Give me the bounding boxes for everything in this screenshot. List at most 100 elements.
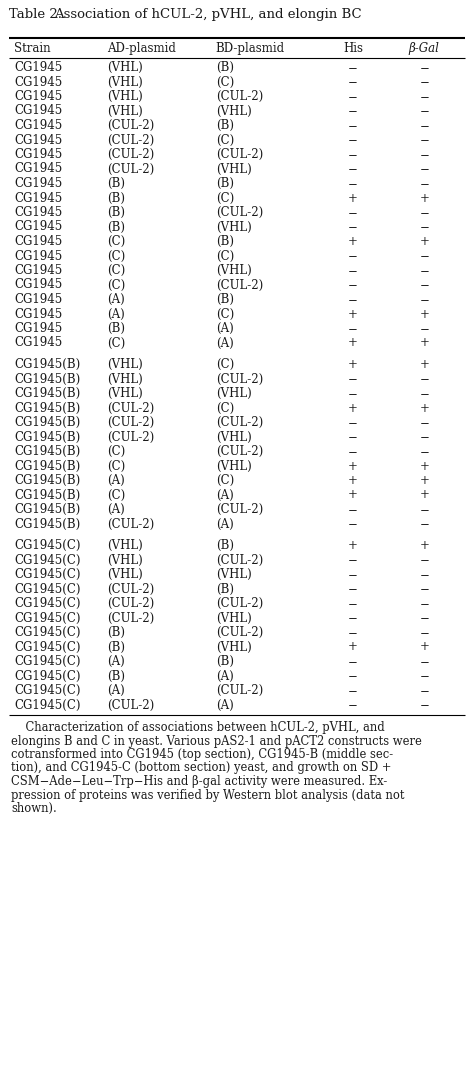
Text: tion), and CG1945-C (bottom section) yeast, and growth on SD +: tion), and CG1945-C (bottom section) yea… xyxy=(11,761,392,774)
Text: Strain: Strain xyxy=(14,42,51,55)
Text: (C): (C) xyxy=(107,264,125,277)
Text: (VHL): (VHL) xyxy=(107,75,142,88)
Text: (B): (B) xyxy=(107,177,125,190)
Text: (VHL): (VHL) xyxy=(107,539,142,552)
Text: −: − xyxy=(348,518,358,531)
Text: −: − xyxy=(419,431,429,444)
Text: (C): (C) xyxy=(107,336,125,349)
Text: cotransformed into CG1945 (top section), CG1945-B (middle sec-: cotransformed into CG1945 (top section),… xyxy=(11,748,393,761)
Text: (B): (B) xyxy=(216,582,234,595)
Text: (CUL-2): (CUL-2) xyxy=(107,611,154,624)
Text: +: + xyxy=(348,307,358,320)
Text: −: − xyxy=(348,162,358,175)
Text: (CUL-2): (CUL-2) xyxy=(107,119,154,132)
Text: CG1945(C): CG1945(C) xyxy=(14,568,81,581)
Text: (C): (C) xyxy=(107,249,125,262)
Text: CG1945(C): CG1945(C) xyxy=(14,669,81,682)
Text: −: − xyxy=(348,611,358,624)
Text: −: − xyxy=(348,669,358,682)
Text: (CUL-2): (CUL-2) xyxy=(107,416,154,429)
Text: BD-plasmid: BD-plasmid xyxy=(216,42,285,55)
Text: −: − xyxy=(348,249,358,262)
Text: −: − xyxy=(348,582,358,595)
Text: (C): (C) xyxy=(107,489,125,502)
Text: CG1945(C): CG1945(C) xyxy=(14,611,81,624)
Text: CG1945: CG1945 xyxy=(14,133,63,146)
Text: +: + xyxy=(348,474,358,487)
Text: β-Gal: β-Gal xyxy=(409,42,440,55)
Text: CG1945: CG1945 xyxy=(14,162,63,175)
Text: CG1945(C): CG1945(C) xyxy=(14,582,81,595)
Text: −: − xyxy=(419,293,429,306)
Text: (CUL-2): (CUL-2) xyxy=(107,133,154,146)
Text: −: − xyxy=(419,264,429,277)
Text: (A): (A) xyxy=(216,322,233,335)
Text: −: − xyxy=(419,626,429,639)
Text: −: − xyxy=(348,597,358,610)
Text: (C): (C) xyxy=(216,307,234,320)
Text: −: − xyxy=(348,626,358,639)
Text: −: − xyxy=(419,220,429,233)
Text: −: − xyxy=(419,582,429,595)
Text: +: + xyxy=(348,336,358,349)
Text: (VHL): (VHL) xyxy=(107,104,142,117)
Text: CG1945: CG1945 xyxy=(14,177,63,190)
Text: (A): (A) xyxy=(107,684,124,697)
Text: CG1945: CG1945 xyxy=(14,264,63,277)
Text: −: − xyxy=(419,119,429,132)
Text: CG1945(B): CG1945(B) xyxy=(14,402,81,415)
Text: −: − xyxy=(348,655,358,668)
Text: (C): (C) xyxy=(216,358,234,371)
Text: (VHL): (VHL) xyxy=(216,640,251,653)
Text: (C): (C) xyxy=(216,133,234,146)
Text: +: + xyxy=(348,235,358,248)
Text: (B): (B) xyxy=(216,293,234,306)
Text: −: − xyxy=(348,373,358,386)
Text: +: + xyxy=(419,402,429,415)
Text: CG1945(B): CG1945(B) xyxy=(14,445,81,458)
Text: +: + xyxy=(348,191,358,204)
Text: +: + xyxy=(419,489,429,502)
Text: CG1945(B): CG1945(B) xyxy=(14,474,81,487)
Text: (C): (C) xyxy=(107,235,125,248)
Text: elongins B and C in yeast. Various pAS2-1 and pACT2 constructs were: elongins B and C in yeast. Various pAS2-… xyxy=(11,735,422,748)
Text: (VHL): (VHL) xyxy=(216,460,251,473)
Text: −: − xyxy=(348,278,358,291)
Text: CG1945(B): CG1945(B) xyxy=(14,503,81,516)
Text: (C): (C) xyxy=(216,474,234,487)
Text: (VHL): (VHL) xyxy=(216,162,251,175)
Text: (CUL-2): (CUL-2) xyxy=(216,503,263,516)
Text: −: − xyxy=(348,445,358,458)
Text: +: + xyxy=(348,358,358,371)
Text: (CUL-2): (CUL-2) xyxy=(107,162,154,175)
Text: +: + xyxy=(419,460,429,473)
Text: −: − xyxy=(419,416,429,429)
Text: −: − xyxy=(348,133,358,146)
Text: CG1945: CG1945 xyxy=(14,278,63,291)
Text: −: − xyxy=(348,698,358,711)
Text: pression of proteins was verified by Western blot analysis (data not: pression of proteins was verified by Wes… xyxy=(11,788,405,801)
Text: (VHL): (VHL) xyxy=(216,104,251,117)
Text: −: − xyxy=(348,416,358,429)
Text: −: − xyxy=(348,148,358,161)
Text: (VHL): (VHL) xyxy=(107,61,142,74)
Text: (CUL-2): (CUL-2) xyxy=(216,278,263,291)
Text: CG1945: CG1945 xyxy=(14,148,63,161)
Text: Characterization of associations between hCUL-2, pVHL, and: Characterization of associations between… xyxy=(11,721,385,734)
Text: +: + xyxy=(419,474,429,487)
Text: CG1945: CG1945 xyxy=(14,104,63,117)
Text: +: + xyxy=(348,640,358,653)
Text: CG1945: CG1945 xyxy=(14,191,63,204)
Text: +: + xyxy=(348,460,358,473)
Text: (B): (B) xyxy=(216,655,234,668)
Text: (CUL-2): (CUL-2) xyxy=(216,148,263,161)
Text: shown).: shown). xyxy=(11,802,57,815)
Text: (C): (C) xyxy=(107,460,125,473)
Text: (B): (B) xyxy=(216,235,234,248)
Text: CG1945(B): CG1945(B) xyxy=(14,416,81,429)
Text: −: − xyxy=(419,249,429,262)
Text: −: − xyxy=(348,61,358,74)
Text: −: − xyxy=(419,278,429,291)
Text: (B): (B) xyxy=(216,539,234,552)
Text: −: − xyxy=(348,503,358,516)
